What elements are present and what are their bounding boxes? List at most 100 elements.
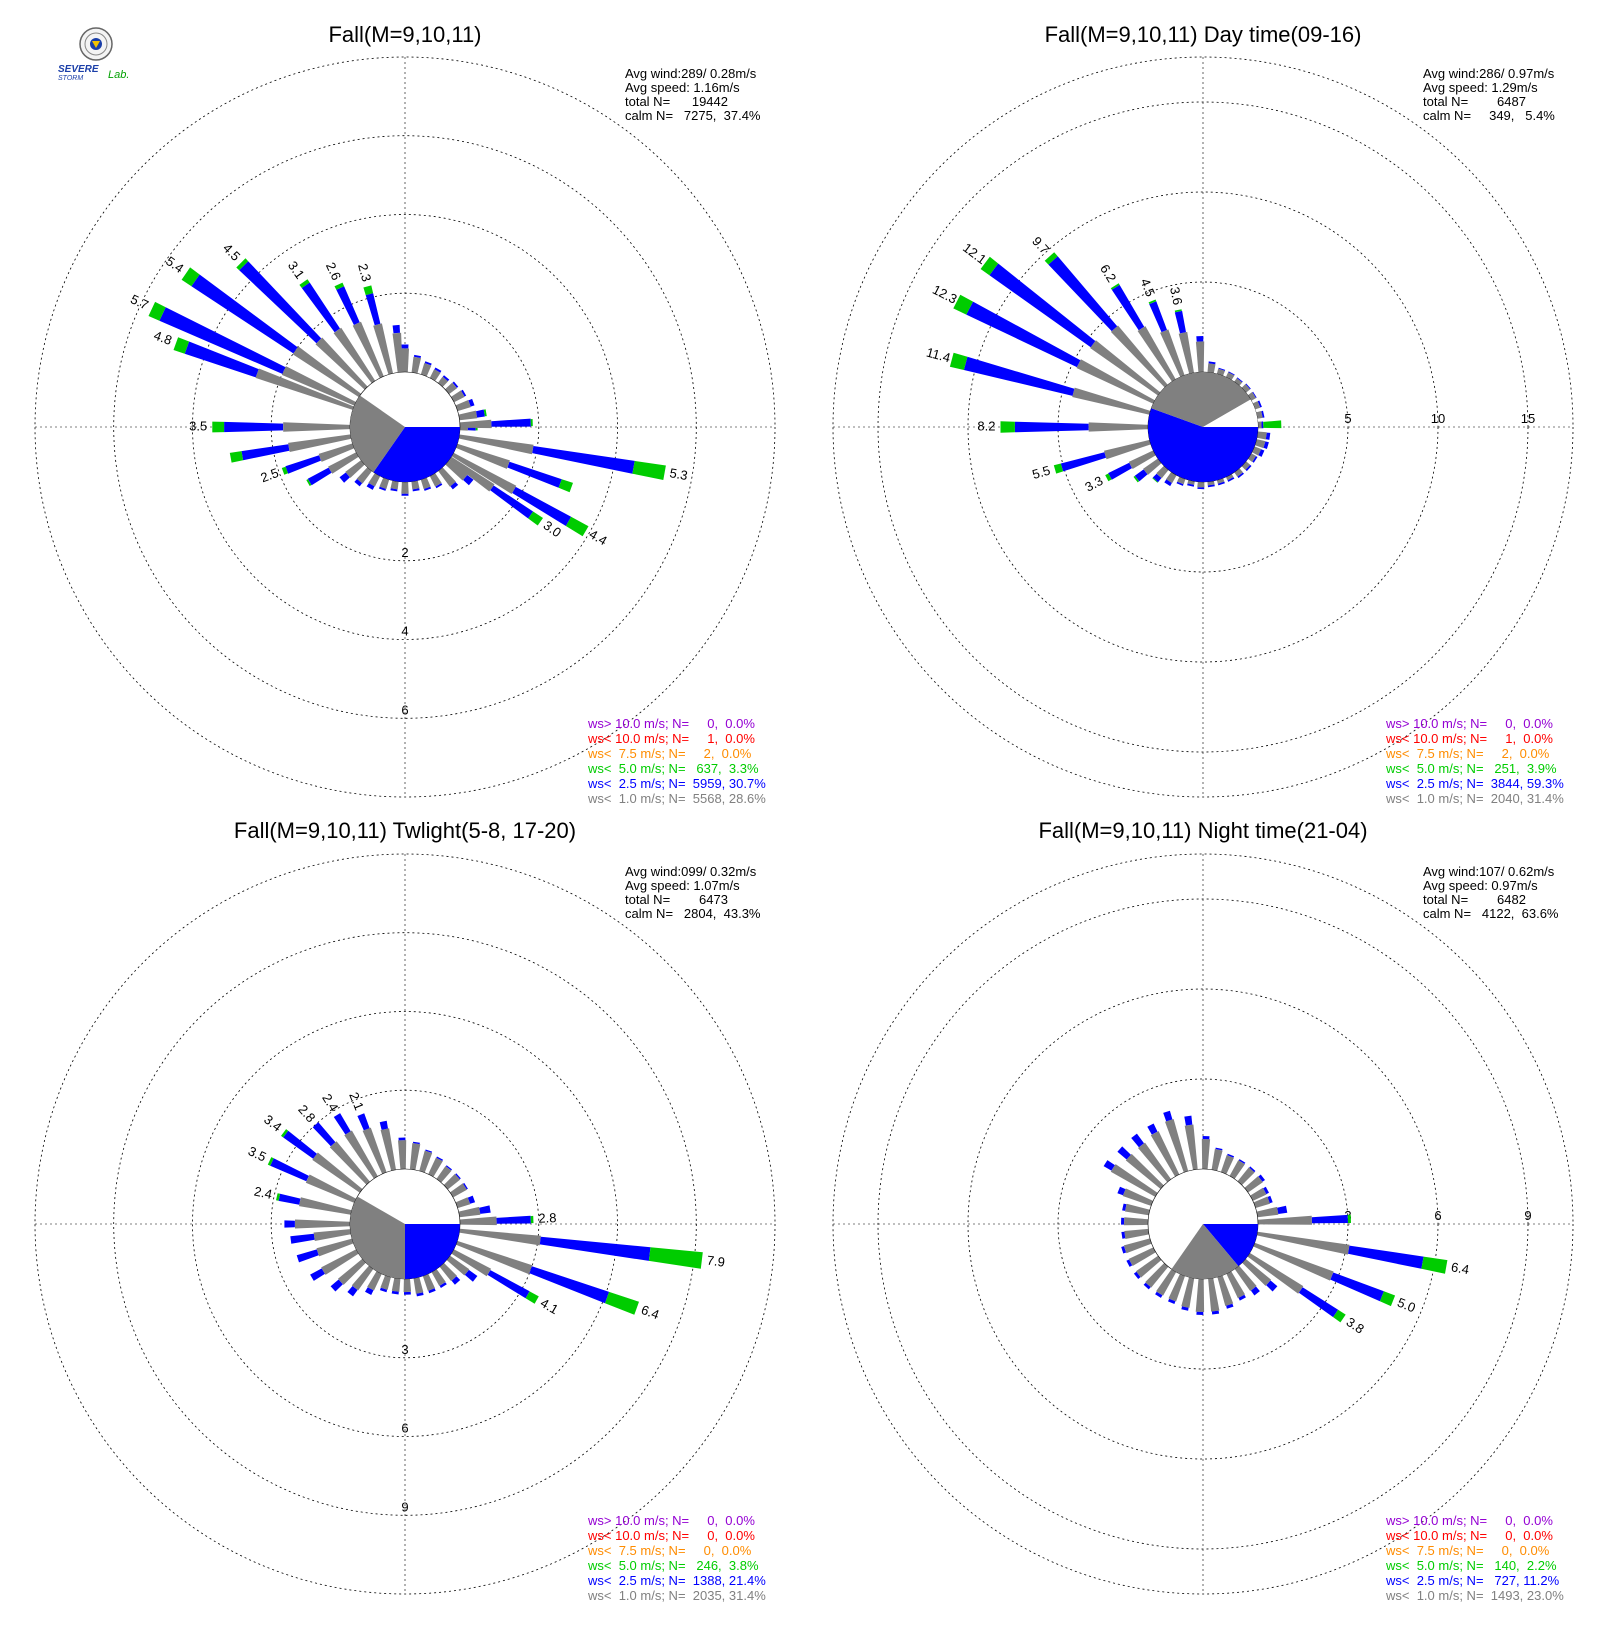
direction-bar: 6.4 — [1256, 1231, 1470, 1277]
stats-line: total N= 6473 — [625, 892, 728, 907]
bar-segment — [239, 261, 322, 344]
legend-entry: ws< 1.0 m/s; N= 5568, 28.6% — [587, 791, 766, 806]
bar-segment — [398, 1140, 407, 1170]
bar-value-label: 5.0 — [1395, 1295, 1417, 1316]
stats-line: calm N= 4122, 63.6% — [1423, 906, 1559, 921]
direction-bar — [450, 1182, 468, 1198]
direction-bar: 5.0 — [1253, 1242, 1418, 1316]
bar-segment — [352, 321, 384, 379]
bar-segment — [1242, 1258, 1272, 1286]
bar-segment — [1234, 378, 1243, 386]
bar-segment — [1163, 1110, 1173, 1122]
bar-segment — [159, 307, 286, 374]
bar-segment — [299, 1197, 352, 1215]
stats-line: total N= 6482 — [1423, 892, 1526, 907]
legend-entry: ws< 7.5 m/s; N= 2, 0.0% — [1385, 746, 1550, 761]
bar-value-label: 3.3 — [1082, 473, 1105, 495]
bar-segment — [446, 1255, 470, 1276]
direction-bar: 12.3 — [930, 282, 1155, 404]
bar-segment — [380, 1128, 396, 1171]
direction-bar: 3.5 — [246, 1143, 357, 1203]
bar-value-label: 3.8 — [1344, 1314, 1367, 1337]
bar-segment — [1121, 1231, 1126, 1239]
legend-entry: ws< 7.5 m/s; N= 0, 0.0% — [1385, 1543, 1550, 1558]
direction-bar — [1247, 391, 1257, 401]
bar-segment — [963, 356, 1075, 396]
bar-value-label: 7.9 — [706, 1253, 726, 1270]
direction-bar — [1250, 1186, 1269, 1201]
bar-segment — [458, 410, 478, 421]
bar-segment — [467, 1195, 476, 1204]
bar-segment — [378, 486, 386, 491]
bar-segment — [490, 485, 534, 519]
legend-entry: ws< 5.0 m/s; N= 637, 3.3% — [587, 761, 759, 776]
direction-bar — [443, 1173, 461, 1190]
direction-bar: 2.3 — [355, 262, 393, 375]
bar-segment — [236, 258, 249, 271]
bar-segment — [1226, 1303, 1234, 1309]
bar-segment — [1110, 1164, 1158, 1197]
direction-bar: 3.0 — [448, 456, 564, 540]
bar-segment — [468, 398, 475, 407]
bar-segment — [379, 1287, 388, 1293]
bar-segment — [1251, 446, 1262, 456]
direction-bar — [1126, 1247, 1156, 1267]
bar-segment — [1181, 1306, 1189, 1311]
direction-bar — [429, 473, 443, 489]
bar-segment — [463, 475, 474, 486]
bar-segment — [1348, 1245, 1424, 1269]
bar-value-label: 4.5 — [220, 240, 243, 263]
bar-segment — [1122, 1203, 1127, 1211]
bar-segment — [1261, 410, 1265, 418]
bar-segment — [334, 282, 345, 290]
bar-segment — [1060, 452, 1106, 472]
bar-value-label: 2.5 — [258, 465, 280, 485]
bar-segment — [1245, 464, 1252, 472]
direction-bar — [1225, 473, 1235, 482]
bar-segment — [1347, 1214, 1351, 1223]
logo-text-storm: STORM — [58, 75, 83, 82]
direction-bar — [1195, 1278, 1205, 1315]
bar-segment — [1266, 1280, 1278, 1292]
bar-segment — [445, 382, 457, 395]
bar-segment — [296, 1249, 319, 1263]
bar-segment — [1160, 329, 1185, 377]
bar-value-label: 6.4 — [1450, 1259, 1470, 1277]
bar-segment — [409, 1143, 421, 1170]
bar-segment — [315, 337, 368, 390]
bar-segment — [1379, 1291, 1396, 1307]
direction-bar: 5.7 — [128, 291, 356, 406]
bar-segment — [1134, 469, 1148, 482]
bar-segment — [338, 1258, 366, 1285]
bar-segment — [1208, 361, 1216, 365]
bar-segment — [1076, 359, 1155, 404]
direction-bar — [379, 1120, 396, 1171]
bar-segment — [305, 1174, 357, 1203]
direction-bar: 2.1 — [346, 1090, 387, 1174]
bar-segment — [1257, 400, 1262, 408]
stats-line: Avg speed: 1.16m/s — [625, 80, 740, 95]
bar-segment — [307, 467, 332, 486]
direction-bar — [390, 480, 399, 492]
direction-bar — [229, 434, 352, 463]
direction-bar — [455, 1195, 476, 1209]
bar-segment — [1241, 384, 1251, 393]
direction-bar: 3.6 — [1167, 285, 1194, 374]
bar-segment — [439, 1282, 447, 1288]
bar-segment — [278, 1193, 301, 1205]
bar-segment — [1207, 480, 1215, 486]
direction-bar — [310, 1249, 359, 1281]
direction-bar — [419, 1149, 433, 1173]
bar-segment — [1277, 1205, 1288, 1214]
bar-segment — [1053, 463, 1064, 474]
bar-segment — [1257, 421, 1262, 429]
bar-segment — [401, 493, 409, 496]
logo-emblem-icon: SEVERE STORM Lab. — [58, 27, 129, 82]
bar-segment — [1152, 473, 1162, 483]
bar-segment — [459, 419, 492, 429]
bar-segment — [512, 486, 572, 526]
bar-segment — [1195, 341, 1205, 373]
direction-bar — [429, 367, 442, 381]
bar-segment — [1245, 383, 1251, 390]
